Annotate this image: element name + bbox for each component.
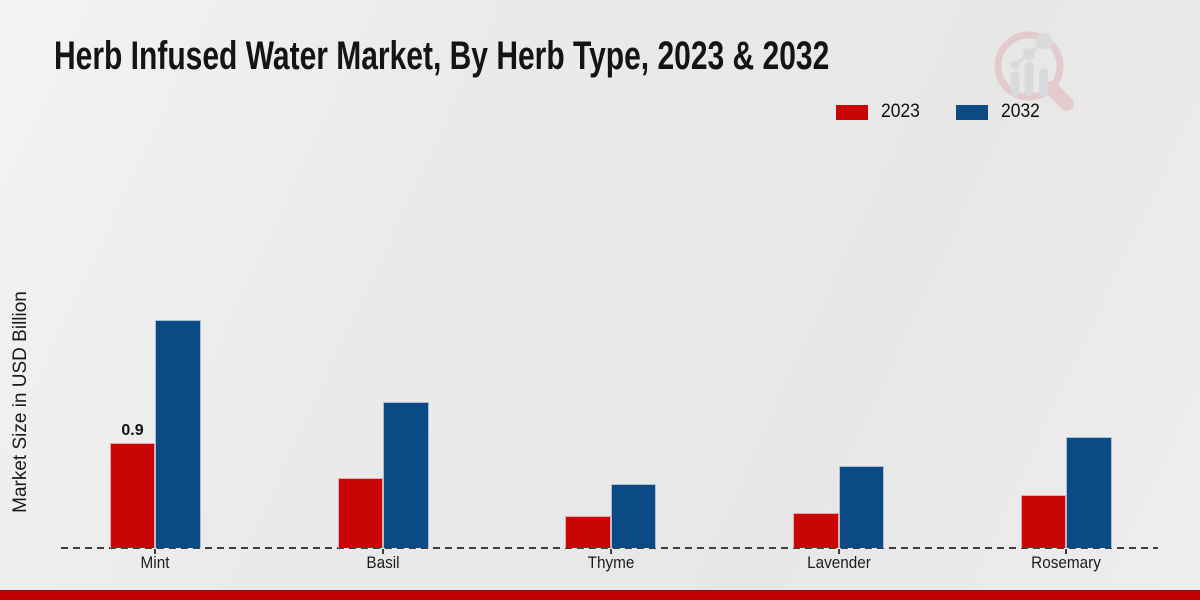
x-axis-tick (382, 549, 384, 554)
x-axis-tick (609, 549, 612, 554)
legend-item-2032: 2032 (956, 101, 1043, 123)
bar-2032-rosemary (1066, 437, 1112, 548)
x-axis-category-label: Basil (366, 553, 400, 572)
bar-2032-basil (383, 402, 429, 548)
bar-2032-thyme (610, 484, 657, 548)
bar-2023-mint (109, 443, 156, 548)
x-axis-category-label: Thyme (587, 553, 635, 572)
legend-label-2023: 2023 (881, 101, 920, 122)
x-axis-tick (154, 549, 157, 554)
bar-2023-thyme (565, 516, 611, 548)
bar-2032-lavender (838, 466, 884, 548)
bar-2023-basil (337, 478, 383, 548)
bar-value-label: 0.9 (121, 421, 144, 439)
y-axis-label: Market Size in USD Billion (10, 291, 31, 513)
bar-2023-rosemary (1020, 495, 1067, 548)
magnifier-bar-chart-watermark-icon (994, 31, 1074, 111)
footer-accent-bar (0, 590, 1200, 600)
legend: 2023 2032 (836, 101, 1044, 123)
x-axis-category-label: Lavender (806, 553, 871, 572)
x-axis-baseline (61, 547, 1158, 549)
bar-2023-lavender (793, 513, 839, 548)
x-axis-tick (1065, 549, 1068, 554)
legend-swatch-2032 (956, 104, 989, 120)
legend-label-2032: 2032 (1001, 101, 1041, 122)
legend-item-2023: 2023 (836, 101, 923, 123)
x-axis-category-label: Rosemary (1031, 553, 1102, 572)
legend-swatch-2023 (836, 104, 868, 120)
bar-2032-mint (155, 320, 201, 548)
x-axis-tick (837, 549, 840, 554)
x-axis-category-label: Mint (140, 553, 170, 572)
chart-title: Herb Infused Water Market, By Herb Type,… (54, 34, 830, 78)
